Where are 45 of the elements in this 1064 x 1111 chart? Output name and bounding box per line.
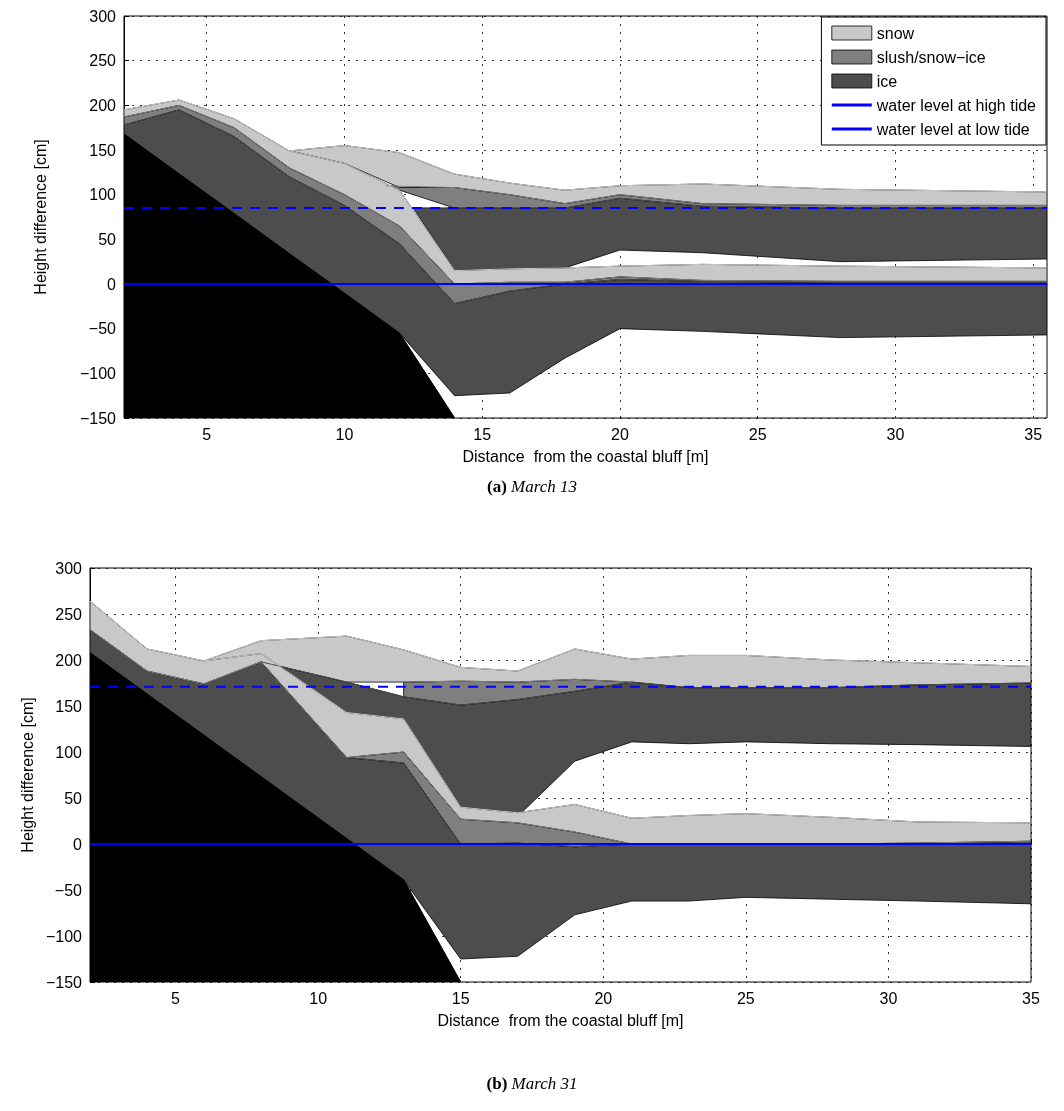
y-tick-label: −50 [54, 881, 83, 899]
x-tick-label: 30 [879, 989, 898, 1007]
y-tick-label: 200 [55, 651, 83, 669]
legend-label: water level at high tide [875, 96, 1037, 114]
text: (b) March 31 [486, 1074, 578, 1093]
x-tick-label: 20 [611, 425, 629, 443]
x-tick-label: 15 [451, 989, 470, 1007]
x-tick-label: 5 [202, 425, 212, 443]
legend-label: slush/snow−ice [876, 48, 986, 66]
y-tick-label: −100 [45, 927, 83, 945]
x-tick-label: 5 [171, 989, 181, 1007]
y-tick-label: 0 [73, 835, 83, 853]
y-tick-label: 150 [55, 697, 83, 715]
y-tick-label: 50 [98, 230, 117, 248]
y-tick-label: 200 [89, 96, 117, 114]
x-axis-title: Distance from the coastal bluff [m] [437, 1011, 684, 1029]
x-tick-label: 25 [736, 989, 755, 1007]
x-tick-label: 15 [473, 425, 492, 443]
x-tick-label: 30 [886, 425, 905, 443]
y-tick-label: −50 [88, 320, 117, 338]
y-tick-label: 100 [55, 743, 83, 761]
y-tick-label: 100 [89, 186, 117, 204]
legend-label: snow [876, 24, 915, 42]
y-tick-label: 300 [89, 7, 117, 25]
x-axis-title: Distance from the coastal bluff [m] [462, 447, 709, 465]
x-tick-label: 10 [309, 989, 328, 1007]
legend-label: ice [876, 72, 898, 90]
y-tick-label: −150 [79, 409, 117, 427]
y-tick-label: 150 [89, 141, 117, 159]
y-tick-label: 300 [55, 559, 83, 577]
y-axis-title: Height difference [cm] [31, 139, 49, 295]
y-axis-title: Height difference [cm] [18, 697, 36, 853]
y-tick-label: 250 [89, 52, 117, 70]
x-tick-label: 10 [335, 425, 354, 443]
y-tick-label: −150 [45, 973, 83, 991]
y-tick-label: −100 [79, 364, 117, 382]
y-tick-label: 250 [55, 605, 83, 623]
legend-label: water level at low tide [875, 120, 1030, 138]
x-tick-label: 25 [748, 425, 767, 443]
x-tick-label: 35 [1024, 425, 1043, 443]
x-tick-label: 35 [1022, 989, 1040, 1007]
text: (a) March 13 [486, 477, 578, 496]
x-tick-label: 20 [594, 989, 613, 1007]
y-tick-label: 0 [107, 275, 117, 293]
y-tick-label: 50 [64, 789, 83, 807]
